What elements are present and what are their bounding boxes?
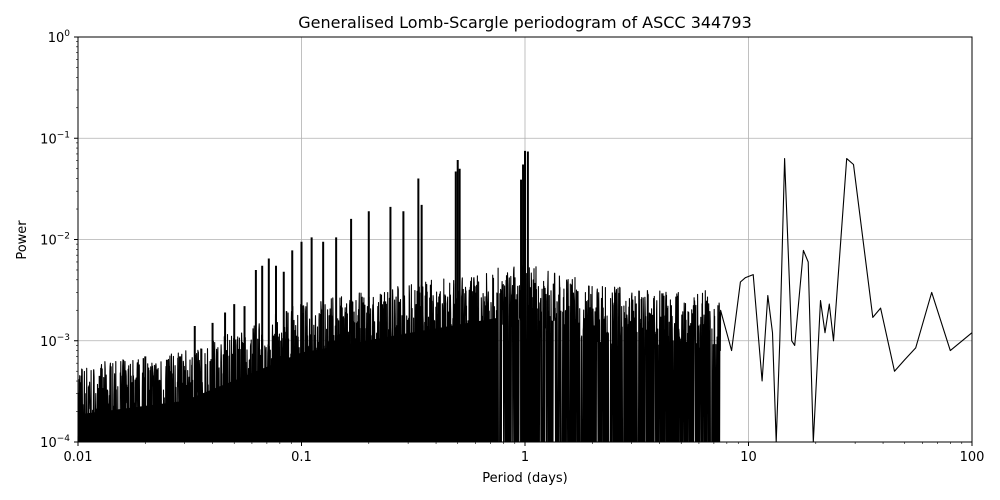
y-tick-label: 10−1 [40,130,70,147]
y-tick-label: 10−4 [40,434,70,451]
y-tick-label: 10−3 [40,333,70,350]
dense-noise-band [78,318,498,442]
x-tick-label: 0.1 [291,450,312,465]
plot-area [77,150,973,443]
x-axis-ticks: 0.01 0.1 1 10 100 [64,442,985,465]
chart-title: Generalised Lomb-Scargle periodogram of … [298,13,752,32]
x-tick-label: 10 [740,450,757,465]
x-tick-label: 100 [960,450,985,465]
x-tick-label: 0.01 [64,450,93,465]
x-tick-label: 1 [521,450,529,465]
y-tick-label: 100 [48,29,71,46]
y-tick-label: 10−2 [40,232,70,249]
y-axis-ticks: 10−4 10−3 10−2 10−1 100 [40,29,78,451]
x-axis-label: Period (days) [482,471,568,486]
y-axis-label: Power [15,220,30,260]
